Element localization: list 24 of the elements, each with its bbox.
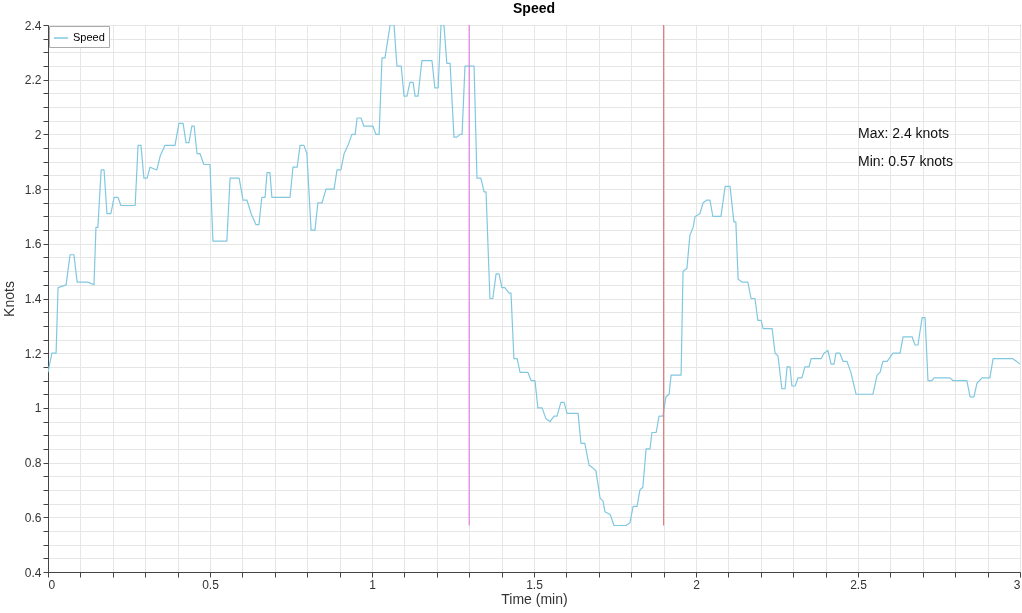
y-tick-label: 1.4 (24, 292, 42, 306)
x-axis-title: Time (min) (501, 590, 568, 607)
y-tick-label: 0.6 (24, 510, 42, 525)
x-tick-label: 2 (693, 577, 701, 592)
y-tick-label: 2 (34, 127, 42, 142)
legend-label: Speed (73, 31, 105, 43)
y-tick-label: 2.4 (24, 18, 42, 33)
x-tick-label: 1 (369, 577, 377, 592)
y-tick-label: 0.4 (24, 565, 42, 580)
x-tick-label: 3 (1013, 577, 1021, 592)
x-tick-label: 0 (48, 577, 56, 592)
chart-title: Speed (512, 0, 556, 16)
y-tick-label: 1.2 (24, 346, 42, 361)
x-tick-label: 1.5 (526, 577, 544, 592)
x-tick-label: 0.5 (202, 577, 220, 592)
x-tick-label: 2.5 (850, 577, 868, 592)
y-tick-label: 1.6 (24, 237, 42, 252)
annotation: Min: 0.57 knots (858, 153, 953, 169)
y-tick-label: 2.2 (24, 73, 42, 88)
annotation: Max: 2.4 knots (858, 125, 950, 141)
y-tick-label: 1.8 (24, 182, 42, 197)
y-axis-title: Knots (0, 281, 17, 317)
y-tick-label: 0.8 (24, 456, 42, 471)
y-tick-label: 1 (34, 401, 42, 416)
